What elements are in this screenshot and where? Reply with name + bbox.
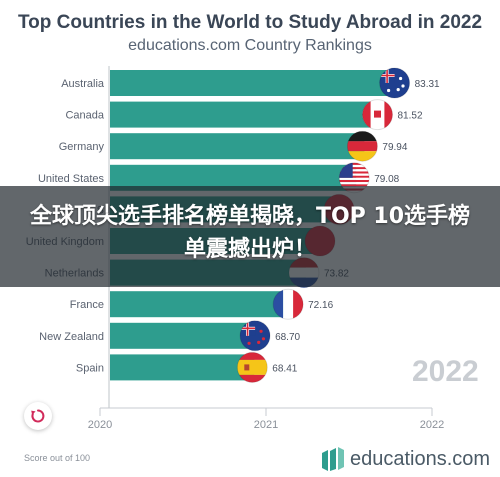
flag-icon bbox=[347, 131, 378, 162]
value-label: 72.16 bbox=[308, 300, 333, 311]
headline-overlay-text: 全球顶尖选手排名榜单揭晓，TOP 10选手榜单震撼出炉！ bbox=[29, 204, 471, 262]
bar bbox=[110, 101, 380, 128]
category-label: Australia bbox=[61, 78, 105, 90]
flag-outline bbox=[272, 288, 304, 320]
flag-icon bbox=[237, 352, 268, 383]
category-label: New Zealand bbox=[39, 331, 104, 343]
category-label: United States bbox=[38, 173, 105, 185]
chart-title: Top Countries in the World to Study Abro… bbox=[17, 12, 483, 33]
timeline-tick-label: 2022 bbox=[420, 419, 444, 431]
current-year-label: 2022 bbox=[412, 355, 479, 388]
flag-outline bbox=[239, 320, 271, 352]
bar bbox=[110, 291, 291, 318]
timeline-tick-label: 2020 bbox=[88, 419, 112, 431]
brand-logo-icon bbox=[322, 447, 344, 471]
flag-icon bbox=[362, 99, 393, 130]
flag-outline bbox=[379, 67, 411, 99]
bar bbox=[110, 70, 397, 96]
timeline-tick-label: 2021 bbox=[254, 419, 278, 431]
value-label: 79.94 bbox=[382, 142, 407, 153]
chart-subtitle: educations.com Country Rankings bbox=[128, 37, 372, 54]
category-label: Spain bbox=[76, 362, 104, 374]
bar bbox=[110, 133, 365, 160]
category-label: Canada bbox=[65, 110, 104, 122]
category-label: Germany bbox=[59, 141, 105, 153]
flag-outline bbox=[346, 130, 378, 162]
flag-icon bbox=[273, 289, 304, 320]
value-label: 81.52 bbox=[398, 111, 423, 122]
category-label: France bbox=[70, 299, 104, 311]
value-label: 79.08 bbox=[374, 174, 399, 185]
brand-logo: educations.com bbox=[322, 444, 490, 474]
bar bbox=[110, 354, 255, 381]
value-label: 68.41 bbox=[272, 363, 297, 374]
bar bbox=[110, 322, 258, 349]
replay-button[interactable] bbox=[24, 402, 52, 430]
replay-icon bbox=[31, 409, 45, 423]
value-label: 83.31 bbox=[415, 79, 440, 90]
value-label: 68.70 bbox=[275, 332, 300, 343]
flag-outline bbox=[236, 351, 268, 383]
brand-name: educations.com bbox=[350, 447, 491, 470]
flag-outline bbox=[362, 99, 394, 131]
headline-overlay bbox=[0, 186, 500, 287]
score-note: Score out of 100 bbox=[24, 453, 91, 463]
